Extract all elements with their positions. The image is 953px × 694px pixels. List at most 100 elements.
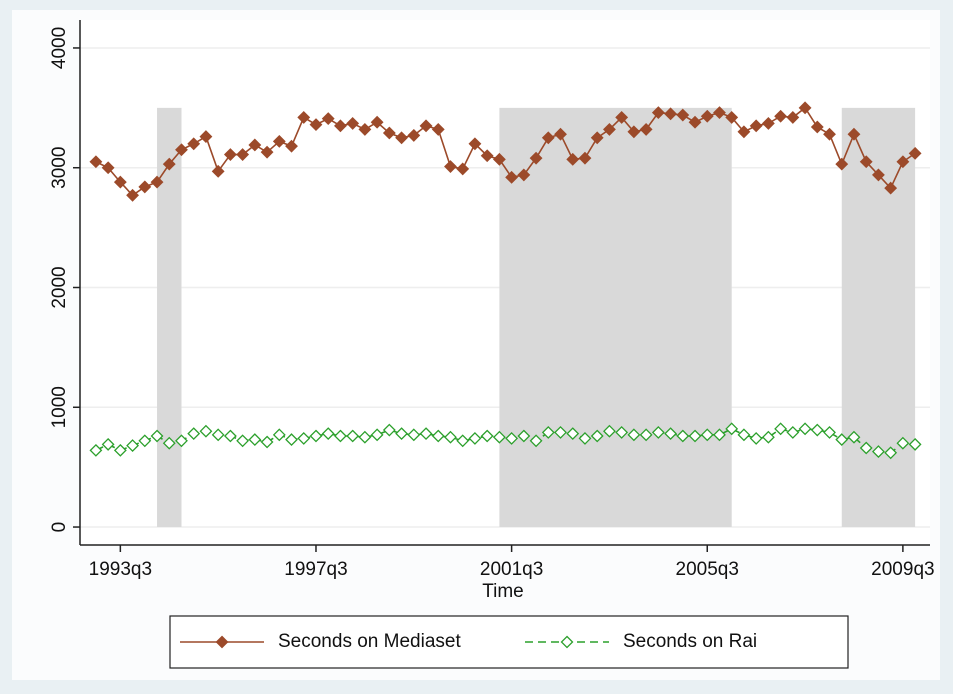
- point: [554, 127, 567, 141]
- point: [554, 425, 567, 439]
- point: [150, 429, 164, 443]
- point: [835, 433, 849, 447]
- point: [896, 155, 910, 169]
- point: [810, 120, 824, 134]
- point: [407, 428, 421, 442]
- point: [248, 433, 262, 447]
- point: [615, 111, 629, 124]
- point: [480, 149, 494, 163]
- point: [126, 439, 139, 453]
- point: [285, 433, 298, 447]
- point: [725, 111, 739, 124]
- point: [101, 161, 115, 175]
- point: [590, 429, 604, 443]
- point: [321, 427, 335, 441]
- point: [113, 443, 127, 457]
- point: [664, 107, 677, 121]
- point: [272, 134, 286, 148]
- point: [260, 435, 274, 449]
- point: [615, 425, 629, 439]
- point: [688, 115, 702, 129]
- point: [321, 112, 335, 126]
- point: [749, 431, 763, 445]
- point: [700, 428, 714, 442]
- point: [395, 131, 408, 145]
- point: [578, 431, 592, 445]
- x-tick-label: 2009q3: [871, 559, 934, 580]
- point: [651, 106, 665, 120]
- point: [260, 145, 274, 159]
- point: [908, 437, 922, 451]
- point: [835, 157, 849, 171]
- point: [285, 139, 298, 153]
- point: [884, 446, 898, 460]
- point: [688, 429, 702, 443]
- point: [676, 108, 690, 122]
- point: [884, 181, 898, 195]
- x-tick-label: 2001q3: [480, 559, 543, 580]
- point: [382, 423, 396, 437]
- point: [162, 157, 176, 171]
- point: [664, 427, 677, 441]
- legend-marker: [215, 635, 229, 649]
- legend-box: [169, 615, 849, 669]
- point: [749, 119, 763, 133]
- y-tick-label: 1000: [49, 386, 70, 428]
- point: [480, 429, 494, 443]
- point: [676, 429, 690, 443]
- point: [639, 428, 653, 442]
- legend-label: Seconds on Mediaset: [278, 631, 461, 652]
- point: [872, 445, 885, 459]
- point: [847, 127, 861, 141]
- shaded-region: [499, 107, 732, 528]
- point: [492, 152, 506, 166]
- point: [908, 146, 922, 160]
- point: [590, 131, 604, 145]
- point: [859, 441, 873, 455]
- point: [358, 122, 372, 136]
- point: [126, 188, 139, 202]
- point: [774, 109, 788, 123]
- point: [529, 151, 543, 165]
- point: [297, 111, 311, 124]
- point: [346, 429, 360, 443]
- point: [211, 164, 225, 178]
- point: [541, 425, 555, 439]
- point: [492, 430, 506, 444]
- x-tick-label: 1993q3: [89, 559, 152, 580]
- point: [248, 138, 262, 152]
- point: [419, 119, 433, 133]
- point: [199, 424, 213, 438]
- point: [505, 170, 519, 184]
- point: [138, 434, 152, 448]
- x-tick-label: 1997q3: [284, 559, 347, 580]
- point: [346, 116, 360, 130]
- y-tick-label: 4000: [49, 27, 70, 69]
- point: [578, 151, 592, 165]
- point: [517, 168, 531, 182]
- point: [187, 427, 201, 441]
- point: [407, 128, 421, 142]
- y-tick-label: 3000: [49, 147, 70, 189]
- point: [223, 148, 237, 161]
- point: [468, 137, 482, 151]
- point: [651, 425, 665, 439]
- legend-label: Seconds on Rai: [623, 631, 757, 652]
- point: [370, 115, 384, 129]
- y-tick-label: 2000: [49, 266, 70, 308]
- point: [419, 427, 433, 441]
- legend-marker: [560, 635, 574, 649]
- point: [431, 122, 445, 136]
- point: [541, 131, 555, 145]
- point: [236, 148, 250, 161]
- x-axis-title: Time: [482, 581, 524, 602]
- point: [566, 152, 580, 166]
- point: [774, 422, 788, 436]
- point: [823, 425, 836, 439]
- point: [798, 422, 812, 436]
- point: [309, 429, 323, 443]
- point: [896, 436, 910, 450]
- point: [737, 428, 751, 442]
- point: [334, 119, 347, 133]
- point: [798, 101, 812, 115]
